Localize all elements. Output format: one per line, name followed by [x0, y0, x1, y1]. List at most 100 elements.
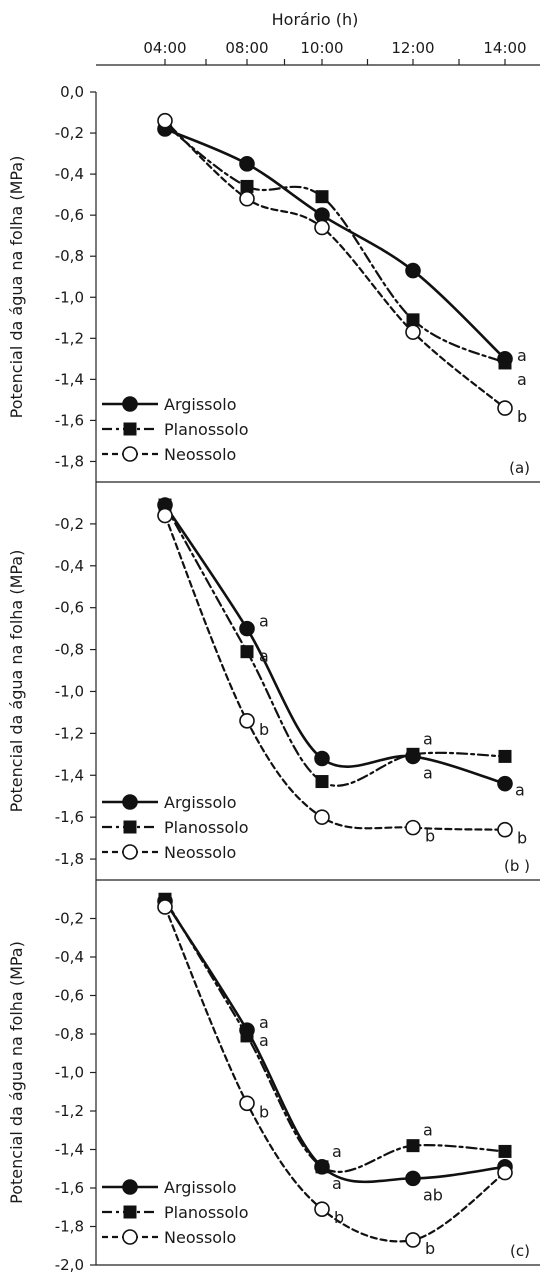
y-tick-label: -0,6: [55, 987, 84, 1005]
y-tick-label: -2,0: [55, 1256, 84, 1273]
significance-letter: a: [259, 612, 269, 631]
significance-letter: b: [259, 1102, 269, 1121]
data-point-planossolo: [406, 747, 420, 761]
significance-letter: b: [425, 1239, 435, 1258]
data-point-planossolo: [498, 1144, 512, 1158]
series-line-argissolo: [163, 899, 507, 1184]
data-point-planossolo: [406, 313, 420, 327]
y-tick-label: -1,0: [55, 1064, 84, 1082]
significance-letter: a: [517, 346, 527, 365]
y-tick-label: -1,8: [55, 452, 84, 470]
y-tick-label: -0,4: [55, 557, 84, 575]
x-tick-label: 10:00: [300, 39, 343, 57]
y-tick-label: -0,2: [55, 910, 84, 928]
panel-tag: (b ): [504, 857, 530, 875]
y-tick-label: -1,6: [55, 808, 84, 826]
data-point-planossolo: [406, 1139, 420, 1153]
legend-label: Argissolo: [164, 395, 237, 414]
series-line-planossolo: [163, 503, 507, 787]
data-point-planossolo: [240, 1029, 254, 1043]
legend-marker-planossolo: [123, 422, 137, 436]
x-tick-label: 04:00: [143, 39, 186, 57]
data-point-neossolo: [239, 1095, 255, 1112]
y-tick-label: -0,8: [55, 1025, 84, 1043]
y-tick-label: -0,4: [55, 165, 84, 183]
legend-label: Planossolo: [164, 818, 249, 837]
x-axis-title: Horário (h): [272, 10, 359, 29]
significance-letter: b: [517, 829, 527, 848]
significance-letter: a: [259, 1031, 269, 1050]
legend-label: Neossolo: [164, 843, 236, 862]
significance-letter: a: [517, 370, 527, 389]
significance-letter: a: [332, 1142, 342, 1161]
y-axis-title: Potencial da água na folha (MPa): [7, 550, 26, 813]
data-point-planossolo: [240, 179, 254, 193]
data-point-neossolo: [405, 1232, 421, 1248]
legend-label: Planossolo: [164, 1203, 249, 1222]
significance-letter: a: [423, 763, 433, 782]
series-line-planossolo: [163, 898, 507, 1173]
y-tick-label: -1,8: [55, 850, 84, 868]
legend-marker-neossolo: [122, 844, 138, 860]
y-axis-title: Potencial da água na folha (MPa): [7, 156, 26, 419]
legend-label: Neossolo: [164, 1228, 236, 1247]
data-point-planossolo: [498, 356, 512, 370]
y-tick-label: -0,4: [55, 948, 84, 966]
legend-marker-planossolo: [123, 1205, 137, 1219]
legend-label: Argissolo: [164, 1178, 237, 1197]
y-tick-label: -0,8: [55, 641, 84, 659]
significance-letter: a: [259, 1013, 269, 1032]
x-tick-label: 14:00: [483, 39, 526, 57]
legend-label: Argissolo: [164, 793, 237, 812]
data-point-neossolo: [497, 400, 513, 416]
series-line-neossolo: [163, 119, 507, 410]
data-point-neossolo: [497, 1164, 513, 1181]
legend-marker-planossolo: [123, 820, 137, 834]
series-line-argissolo: [163, 127, 507, 361]
data-point-neossolo: [157, 507, 173, 524]
significance-letter: b: [334, 1208, 344, 1227]
data-point-neossolo: [239, 190, 255, 207]
data-point-planossolo: [315, 775, 329, 789]
y-tick-label: -1,0: [55, 288, 84, 306]
x-tick-label: 12:00: [391, 39, 434, 57]
y-tick-label: -0,2: [55, 515, 84, 533]
series-line-planossolo: [163, 123, 507, 365]
significance-letter: a: [423, 1121, 433, 1140]
y-tick-label: -1,4: [55, 370, 84, 388]
series-line-neossolo: [163, 514, 507, 831]
y-tick-label: -0,6: [55, 599, 84, 617]
data-point-planossolo: [315, 1160, 329, 1174]
legend-marker-argissolo: [122, 1179, 138, 1195]
data-point-neossolo: [497, 821, 513, 838]
data-point-argissolo: [314, 750, 330, 767]
y-tick-label: -1,6: [55, 1179, 84, 1197]
legend-label: Neossolo: [164, 445, 236, 464]
significance-letter: a: [332, 1174, 342, 1193]
y-tick-label: 0,0: [60, 83, 84, 101]
x-tick-label: 08:00: [225, 39, 268, 57]
significance-letter: b: [425, 827, 435, 846]
legend-marker-argissolo: [122, 794, 138, 810]
data-point-planossolo: [498, 749, 512, 763]
y-tick-label: -1,6: [55, 411, 84, 429]
legend-marker-neossolo: [122, 1229, 138, 1245]
y-tick-label: -1,0: [55, 682, 84, 700]
data-point-neossolo: [157, 899, 173, 915]
significance-letter: a: [515, 781, 525, 800]
panel-tag: (c): [510, 1242, 530, 1260]
data-point-neossolo: [314, 1201, 330, 1217]
significance-letter: b: [259, 720, 269, 739]
y-tick-label: -1,2: [55, 724, 84, 742]
data-point-argissolo: [239, 156, 255, 172]
y-tick-label: -1,4: [55, 766, 84, 784]
data-point-argissolo: [405, 262, 421, 279]
data-point-planossolo: [315, 190, 329, 204]
y-axis-title: Potencial da água na folha (MPa): [7, 941, 26, 1204]
data-point-neossolo: [314, 219, 330, 236]
series-line-neossolo: [163, 905, 507, 1243]
y-tick-label: -1,2: [55, 329, 84, 347]
significance-letter: b: [517, 407, 527, 426]
y-tick-label: -1,2: [55, 1102, 84, 1120]
